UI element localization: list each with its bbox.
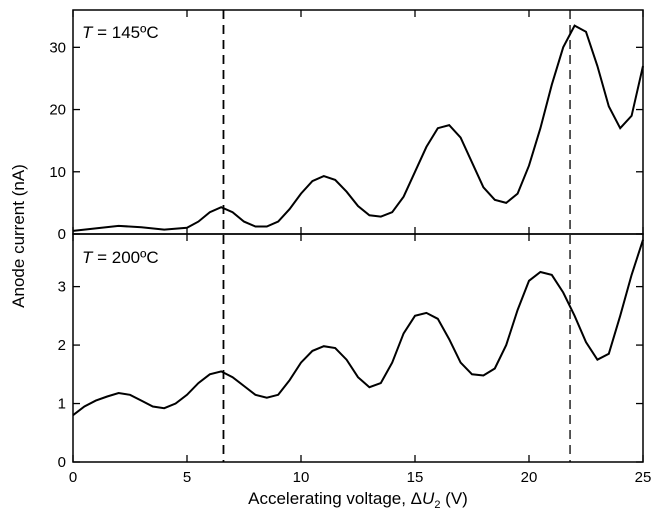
top-y-tick-label: 30 [49,39,66,56]
x-axis-title-var: U [422,489,435,508]
top-series-line [72,24,644,232]
top-panel-label: T = 145ºC [82,23,159,42]
y-axis-title: Anode current (nA) [9,164,28,308]
top-y-tick-label: 0 [58,226,66,243]
bottom-panel-label-value: = 200ºC [92,248,158,267]
x-tick-label: 10 [293,469,310,486]
top-y-tick-label: 10 [49,164,66,181]
bottom-y-tick-label: 1 [58,396,66,413]
bottom-y-tick-label: 0 [58,454,66,471]
bottom-panel-label: T = 200ºC [82,248,159,267]
x-tick-label: 15 [407,469,424,486]
bottom-panel-frame [72,233,644,463]
bottom-y-tick-label: 2 [58,337,66,354]
x-axis-title: Accelerating voltage, ΔU2 (V) [248,489,468,511]
top-panel-label-value: = 145ºC [92,23,158,42]
bottom-panel-label-symbol: T [82,248,94,267]
bottom-y-tick-label: 3 [58,279,66,296]
reference-dashed-lines [222,10,571,462]
bottom-panel-ticks: 0 1 2 3 0 5 10 15 20 25 [58,234,652,486]
top-panel-frame [72,9,644,235]
top-y-tick-label: 20 [49,102,66,119]
x-tick-label: 5 [183,469,191,486]
x-tick-label: 0 [69,469,77,486]
x-axis-title-sub: 2 [434,499,440,511]
x-axis-title-main: Accelerating voltage, Δ [248,489,422,508]
x-tick-label: 20 [521,469,538,486]
x-tick-label: 25 [635,469,652,486]
top-panel-ticks: 0 10 20 30 [49,10,644,243]
x-axis-title-unit: (V) [440,489,467,508]
top-panel-label-symbol: T [82,23,94,42]
bottom-series-line [72,239,644,416]
